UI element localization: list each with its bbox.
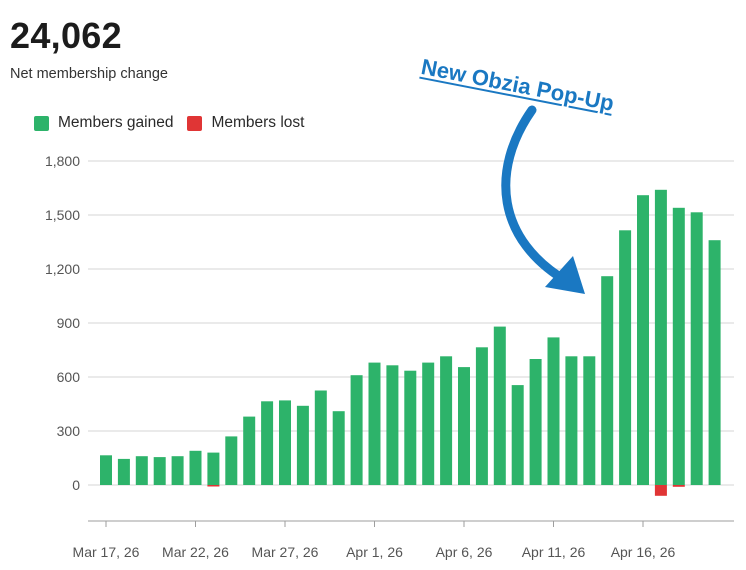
y-tick-label: 1,800 — [45, 153, 80, 169]
bar-gained[interactable] — [386, 365, 399, 485]
legend-label-lost: Members lost — [211, 114, 305, 131]
bar-gained[interactable] — [296, 405, 309, 485]
bar-gained[interactable] — [332, 411, 345, 485]
legend-swatch-gained — [34, 115, 49, 131]
axis-layer: 0 300 600 900 1,200 1,500 1,800 Mar 17, 26 Mar 2… — [45, 153, 734, 560]
bar-gained[interactable] — [171, 456, 184, 485]
net-change-value: 24,062 — [10, 15, 122, 56]
bar-gained[interactable] — [189, 450, 202, 485]
bar-gained[interactable] — [422, 362, 435, 485]
bar-gained[interactable] — [225, 436, 238, 485]
bar-gained[interactable] — [708, 240, 721, 485]
x-tick-label: Apr 6, 26 — [436, 544, 493, 560]
bar-gained[interactable] — [654, 189, 667, 486]
x-tick-label: Mar 17, 26 — [73, 544, 140, 560]
x-tick-label: Mar 22, 26 — [162, 544, 229, 560]
bar-gained[interactable] — [583, 356, 596, 485]
arrow-head-icon — [545, 256, 585, 294]
bar-gained[interactable] — [350, 375, 363, 485]
legend-swatch-lost — [187, 115, 203, 131]
y-tick-label: 900 — [57, 315, 81, 331]
x-tick-label: Apr 11, 26 — [522, 544, 586, 560]
bar-gained[interactable] — [279, 400, 291, 485]
bar-gained[interactable] — [475, 347, 488, 485]
x-tick-label: Mar 27, 26 — [252, 544, 319, 560]
bar-gained[interactable] — [153, 457, 166, 485]
y-tick-label: 600 — [57, 369, 81, 385]
bar-gained[interactable] — [547, 337, 560, 485]
bar-lost[interactable] — [654, 485, 667, 496]
bar-gained[interactable] — [135, 456, 148, 485]
bar-lost[interactable] — [672, 485, 685, 487]
bar-gained[interactable] — [368, 362, 381, 485]
bar-gained[interactable] — [619, 230, 632, 485]
bar-gained[interactable] — [458, 367, 470, 485]
bar-gained[interactable] — [207, 452, 220, 485]
x-tick-label: Apr 16, 26 — [611, 544, 676, 560]
chart-legend: Members gained Members lost — [34, 114, 318, 132]
bar-gained[interactable] — [511, 385, 524, 485]
bar-gained[interactable] — [672, 207, 685, 486]
bar-gained[interactable] — [601, 276, 614, 485]
bars-layer — [100, 189, 721, 496]
bar-gained[interactable] — [529, 359, 542, 485]
bar-gained[interactable] — [565, 356, 578, 485]
bar-gained[interactable] — [243, 416, 256, 485]
y-tick-label: 1,500 — [45, 207, 80, 223]
net-change-label: Net membership change — [10, 66, 168, 82]
y-tick-label: 300 — [57, 423, 81, 439]
x-tick-label: Apr 1, 26 — [346, 544, 403, 560]
legend-label-gained: Members gained — [58, 114, 174, 131]
bar-gained[interactable] — [493, 326, 506, 485]
curved-arrow-icon — [501, 105, 573, 287]
bar-gained[interactable] — [690, 212, 703, 486]
bar-gained[interactable] — [314, 390, 327, 486]
y-tick-label: 0 — [72, 477, 80, 493]
legend-item-lost[interactable]: Members lost — [187, 114, 304, 132]
bar-gained[interactable] — [404, 370, 417, 485]
y-tick-label: 1,200 — [45, 261, 80, 277]
legend-item-gained[interactable]: Members gained — [34, 114, 173, 132]
bar-gained[interactable] — [637, 195, 649, 485]
bar-gained[interactable] — [261, 401, 274, 485]
bar-gained[interactable] — [100, 455, 112, 485]
bar-gained[interactable] — [117, 458, 130, 485]
bar-lost[interactable] — [207, 485, 220, 487]
annotation-layer — [501, 105, 585, 294]
bar-gained[interactable] — [440, 356, 453, 485]
